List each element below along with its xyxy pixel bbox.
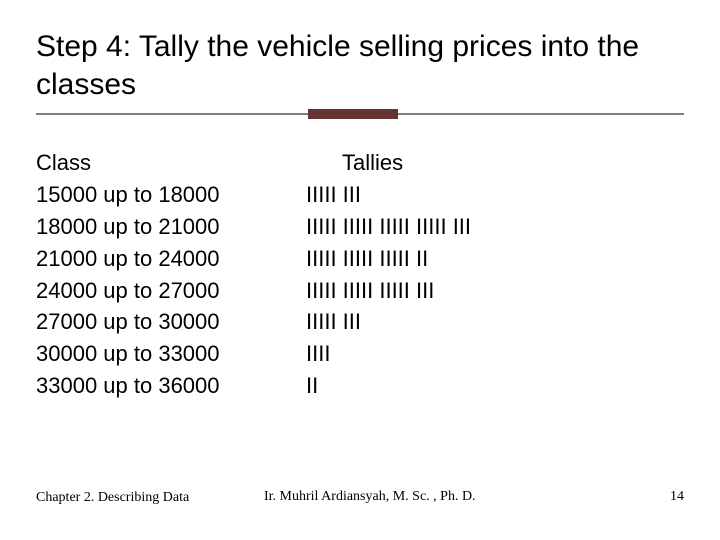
cell-tallies: IIIII IIIII IIIII II — [306, 243, 684, 275]
table-header-row: Class Tallies — [36, 147, 684, 179]
table-row: 18000 up to 21000 IIIII IIIII IIIII IIII… — [36, 211, 684, 243]
underline-maroon — [308, 109, 398, 119]
slide-title: Step 4: Tally the vehicle selling prices… — [36, 28, 684, 103]
table-row: 30000 up to 33000 IIII — [36, 338, 684, 370]
table-row: 33000 up to 36000 II — [36, 370, 684, 402]
footer-author: Ir. Muhril Ardiansyah, M. Sc. , Ph. D. — [236, 489, 624, 505]
title-underline — [36, 109, 684, 119]
table-row: 27000 up to 30000 IIIII III — [36, 306, 684, 338]
cell-tallies: II — [306, 370, 684, 402]
table-row: 21000 up to 24000 IIIII IIIII IIIII II — [36, 243, 684, 275]
cell-class: 27000 up to 30000 — [36, 306, 306, 338]
table-row: 24000 up to 27000 IIIII IIIII IIIII III — [36, 275, 684, 307]
tally-table: Class Tallies 15000 up to 18000 IIIII II… — [36, 147, 684, 402]
slide-footer: Chapter 2. Describing Data Ir. Muhril Ar… — [0, 489, 720, 507]
cell-class: 30000 up to 33000 — [36, 338, 306, 370]
cell-class: 18000 up to 21000 — [36, 211, 306, 243]
table-row: 15000 up to 18000 IIIII III — [36, 179, 684, 211]
cell-tallies: IIIII IIIII IIIII IIIII III — [306, 211, 684, 243]
cell-class: 33000 up to 36000 — [36, 370, 306, 402]
cell-class: 21000 up to 24000 — [36, 243, 306, 275]
cell-class: 24000 up to 27000 — [36, 275, 306, 307]
footer-page-number: 14 — [624, 489, 684, 505]
cell-tallies: IIIII III — [306, 306, 684, 338]
cell-tallies: IIII — [306, 338, 684, 370]
cell-tallies: IIIII IIIII IIIII III — [306, 275, 684, 307]
cell-class: 15000 up to 18000 — [36, 179, 306, 211]
header-class: Class — [36, 147, 306, 179]
footer-chapter: Chapter 2. Describing Data — [36, 489, 236, 507]
cell-tallies: IIIII III — [306, 179, 684, 211]
header-tallies: Tallies — [306, 147, 684, 179]
